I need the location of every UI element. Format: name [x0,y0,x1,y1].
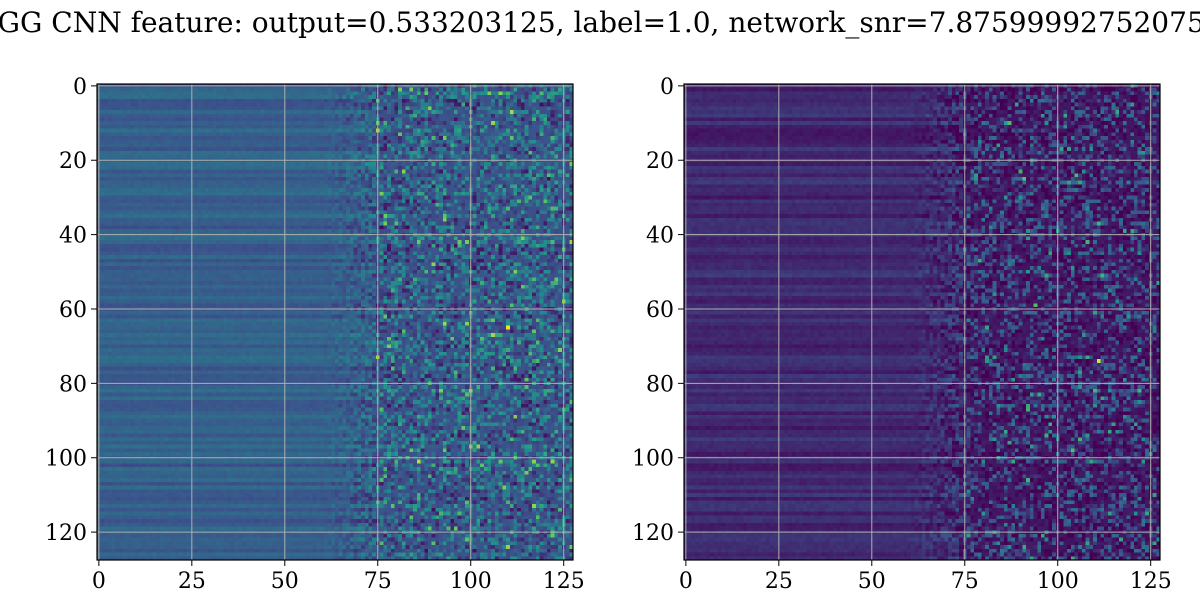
y-tick-label: 60 [59,298,87,323]
y-tick-label: 60 [646,298,674,323]
x-tick-label: 100 [450,569,492,594]
figure-title: VGG CNN feature: output=0.533203125, lab… [0,6,1200,39]
x-tick-label: 125 [543,569,585,594]
y-tick-label: 120 [632,521,674,546]
y-tick-label: 20 [646,149,674,174]
x-tick-label: 25 [765,569,793,594]
y-tick-label: 100 [45,447,87,472]
heatmap-image [684,84,1160,560]
x-tick-label: 25 [178,569,206,594]
axes-frame [96,83,574,561]
x-tick-label: 0 [92,569,106,594]
y-tick-label: 0 [660,75,674,100]
heatmap-panel-left: 0 25 50 75 100 125 0 20 40 60 80 100 120 [45,75,585,594]
heatmap-panel-right: 0 25 50 75 100 125 0 20 40 60 80 100 120 [632,75,1172,594]
y-tick-label: 80 [646,372,674,397]
y-tick-label: 40 [59,224,87,249]
y-tick-label: 80 [59,372,87,397]
y-tick-label: 120 [45,521,87,546]
y-tick-label: 40 [646,224,674,249]
y-tick-label: 0 [73,75,87,100]
x-tick-label: 0 [679,569,693,594]
x-tick-label: 75 [364,569,392,594]
y-tick-label: 20 [59,149,87,174]
axes-frame [683,83,1161,561]
x-tick-label: 100 [1037,569,1079,594]
heatmap-image [97,84,573,560]
x-tick-label: 75 [951,569,979,594]
y-tick-label: 100 [632,447,674,472]
x-tick-label: 125 [1130,569,1172,594]
x-tick-label: 50 [271,569,299,594]
x-tick-label: 50 [858,569,886,594]
